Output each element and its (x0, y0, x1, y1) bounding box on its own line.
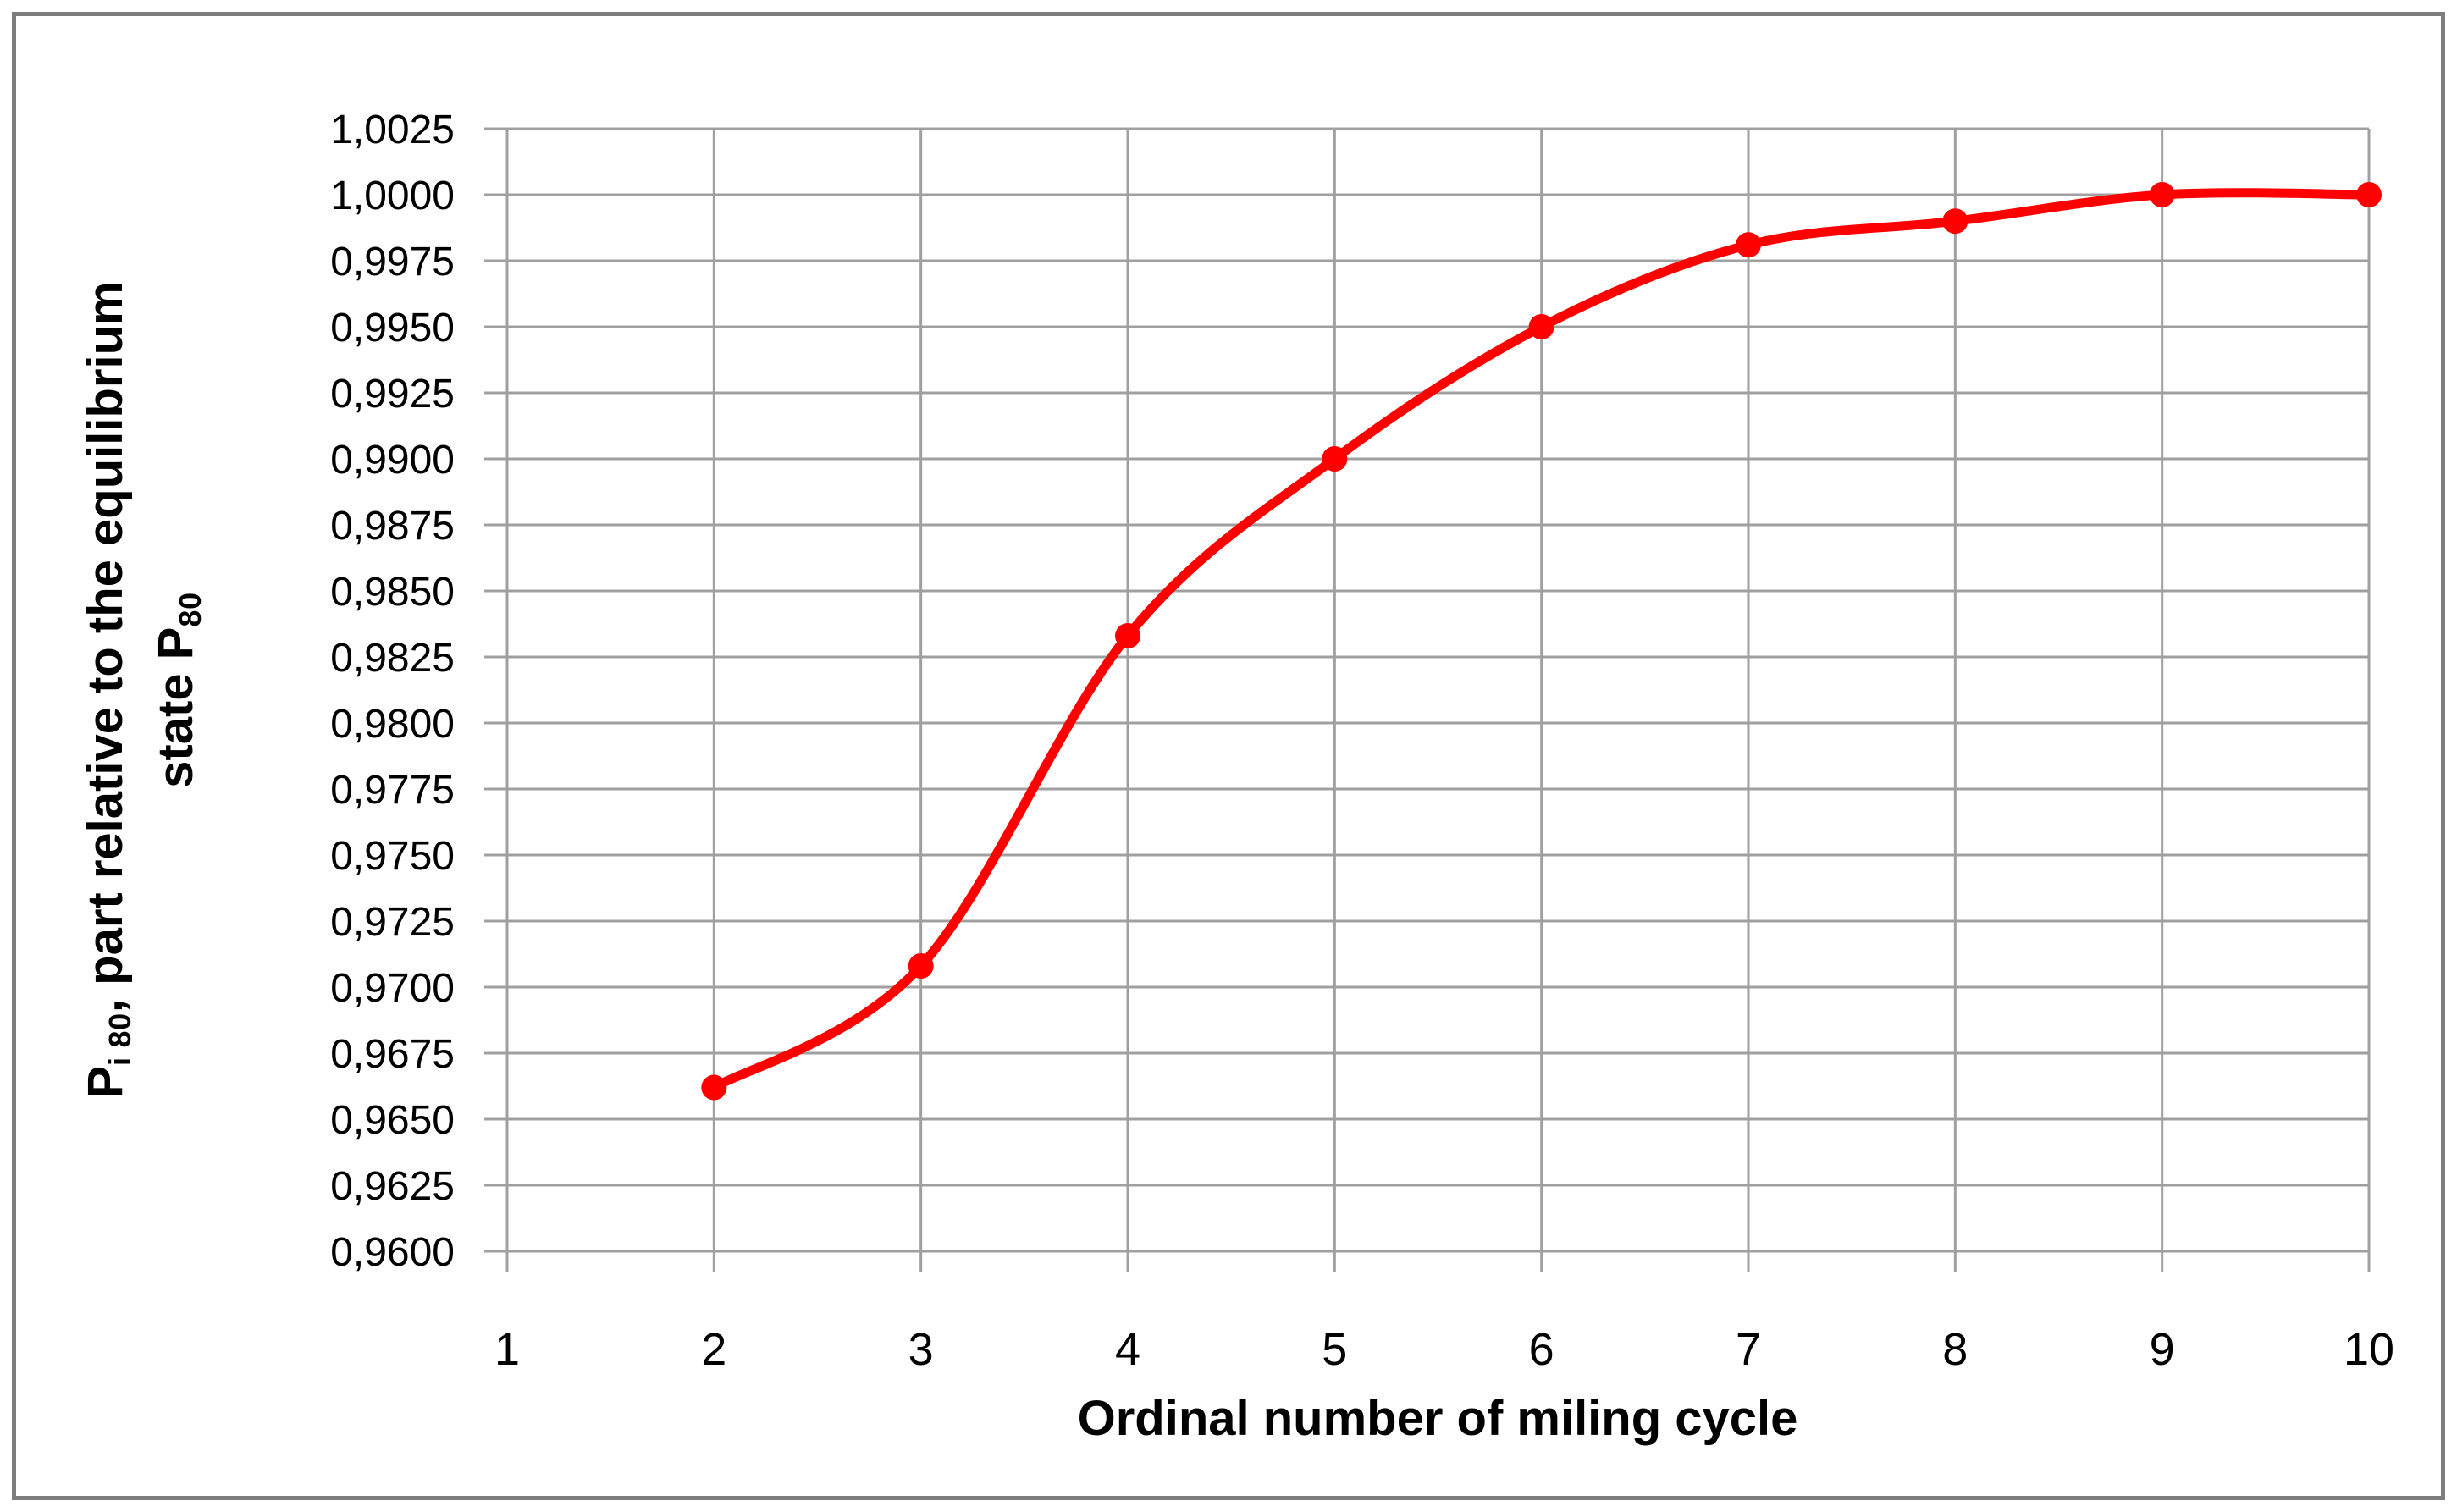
y-tick-label: 0,9925 (330, 372, 455, 417)
y-tick-label: 0,9725 (330, 900, 455, 945)
y-tick-label: 1,0000 (330, 174, 455, 218)
x-tick-label: 8 (1942, 1324, 1968, 1375)
data-point-marker (2149, 182, 2175, 207)
data-point-marker (1115, 623, 1140, 649)
x-tick-label: 4 (1115, 1324, 1140, 1375)
data-point-marker (908, 953, 934, 979)
data-point-marker (2356, 182, 2382, 207)
y-tick-label: 1,0025 (330, 108, 455, 152)
x-tick-label: 2 (701, 1324, 726, 1375)
y-tick-label: 0,9625 (330, 1164, 455, 1209)
y-tick-label: 0,9975 (330, 240, 455, 284)
y-tick-label: 0,9675 (330, 1032, 455, 1077)
x-tick-label: 9 (2150, 1324, 2175, 1375)
y-tick-label: 0,9775 (330, 768, 455, 813)
data-point-marker (1942, 208, 1968, 235)
y-tick-label: 0,9800 (330, 702, 455, 747)
x-tick-label: 10 (2344, 1324, 2394, 1375)
x-tick-label: 3 (908, 1324, 934, 1375)
y-axis-title-line: Pi 80, part relative to the equilibrium (78, 281, 138, 1099)
x-tick-label: 1 (494, 1324, 520, 1375)
x-tick-label: 5 (1322, 1324, 1347, 1375)
data-point-marker (1322, 446, 1348, 472)
y-tick-label: 0,9825 (330, 636, 455, 681)
y-axis-title-line: state P80 (148, 592, 208, 788)
y-tick-label: 0,9750 (330, 834, 455, 879)
data-point-marker (1736, 232, 1761, 258)
y-tick-label: 0,9600 (330, 1230, 455, 1275)
y-axis-title: Pi 80, part relative to the equilibrium s… (78, 140, 207, 1240)
x-tick-label: 6 (1529, 1324, 1554, 1375)
y-tick-label: 0,9900 (330, 438, 455, 483)
y-tick-label: 0,9950 (330, 306, 455, 350)
x-axis-title: Ordinal number of miling cycle (1077, 1391, 1798, 1446)
y-tick-label: 0,9650 (330, 1098, 455, 1143)
x-tick-label: 7 (1736, 1324, 1761, 1375)
y-tick-label: 0,9850 (330, 570, 455, 615)
y-tick-label: 0,9700 (330, 966, 455, 1011)
data-point-marker (701, 1074, 727, 1101)
data-point-marker (1528, 314, 1554, 339)
series-line (709, 188, 2374, 1093)
y-tick-label: 0,9875 (330, 504, 455, 549)
